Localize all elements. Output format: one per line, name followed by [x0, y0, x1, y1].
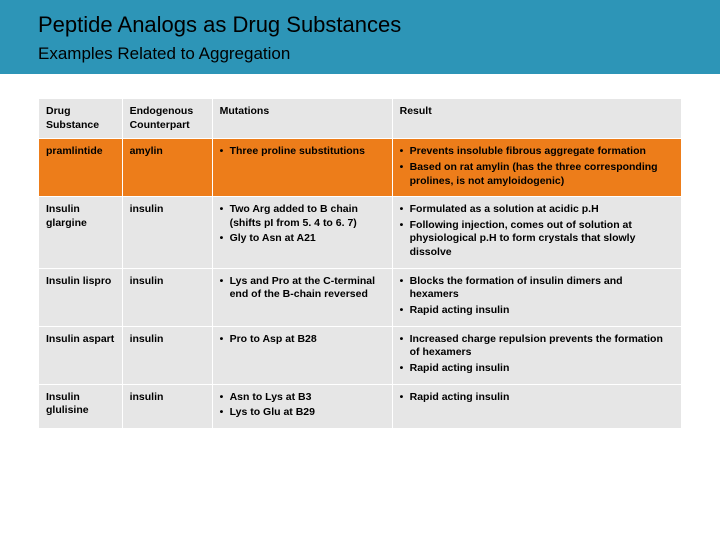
result-item: Formulated as a solution at acidic p.H [400, 203, 674, 217]
header-band: Peptide Analogs as Drug Substances Examp… [0, 0, 720, 74]
cell-drug: Insulin glulisine [39, 384, 123, 428]
cell-endo: insulin [122, 326, 212, 384]
page-subtitle: Examples Related to Aggregation [38, 44, 720, 64]
mutation-item: Asn to Lys at B3 [220, 391, 385, 405]
mutation-item: Lys and Pro at the C-terminal end of the… [220, 275, 385, 302]
table-body: pramlintideamylin Three proline substitut… [39, 139, 682, 429]
cell-drug: pramlintide [39, 139, 123, 197]
cell-mutations: Asn to Lys at B3Lys to Glu at B29 [212, 384, 392, 428]
result-item: Prevents insoluble fibrous aggregate for… [400, 145, 674, 159]
cell-endo: insulin [122, 197, 212, 269]
cell-drug: Insulin aspart [39, 326, 123, 384]
table-container: Drug Substance Endogenous Counterpart Mu… [0, 74, 720, 429]
table-header-row: Drug Substance Endogenous Counterpart Mu… [39, 99, 682, 139]
cell-mutations: Two Arg added to B chain (shifts pI from… [212, 197, 392, 269]
result-item: Rapid acting insulin [400, 362, 674, 376]
table-row: Insulin glargineinsulin Two Arg added to … [39, 197, 682, 269]
mutation-item: Pro to Asp at B28 [220, 333, 385, 347]
result-item: Based on rat amylin (has the three corre… [400, 161, 674, 188]
col-header-drug: Drug Substance [39, 99, 123, 139]
cell-result: Rapid acting insulin [392, 384, 681, 428]
cell-result: Increased charge repulsion prevents the … [392, 326, 681, 384]
cell-mutations: Lys and Pro at the C-terminal end of the… [212, 268, 392, 326]
col-header-result: Result [392, 99, 681, 139]
cell-endo: insulin [122, 384, 212, 428]
cell-drug: Insulin lispro [39, 268, 123, 326]
mutation-item: Gly to Asn at A21 [220, 232, 385, 246]
peptide-table: Drug Substance Endogenous Counterpart Mu… [38, 98, 682, 429]
table-row: pramlintideamylin Three proline substitut… [39, 139, 682, 197]
mutation-item: Lys to Glu at B29 [220, 406, 385, 420]
result-item: Rapid acting insulin [400, 391, 674, 405]
table-row: Insulin glulisineinsulinAsn to Lys at B3… [39, 384, 682, 428]
result-item: Rapid acting insulin [400, 304, 674, 318]
cell-mutations: Pro to Asp at B28 [212, 326, 392, 384]
result-item: Blocks the formation of insulin dimers a… [400, 275, 674, 302]
cell-result: Formulated as a solution at acidic p.H Fo… [392, 197, 681, 269]
cell-drug: Insulin glargine [39, 197, 123, 269]
result-item: Following injection, comes out of soluti… [400, 219, 674, 260]
col-header-mut: Mutations [212, 99, 392, 139]
col-header-endo: Endogenous Counterpart [122, 99, 212, 139]
cell-mutations: Three proline substitutions [212, 139, 392, 197]
mutation-item: Two Arg added to B chain (shifts pI from… [220, 203, 385, 230]
cell-result: Blocks the formation of insulin dimers a… [392, 268, 681, 326]
table-row: Insulin aspartinsulin Pro to Asp at B28 In… [39, 326, 682, 384]
page-title: Peptide Analogs as Drug Substances [38, 12, 720, 38]
result-item: Increased charge repulsion prevents the … [400, 333, 674, 360]
cell-endo: insulin [122, 268, 212, 326]
table-row: Insulin lisproinsulin Lys and Pro at the … [39, 268, 682, 326]
cell-endo: amylin [122, 139, 212, 197]
cell-result: Prevents insoluble fibrous aggregate for… [392, 139, 681, 197]
mutation-item: Three proline substitutions [220, 145, 385, 159]
